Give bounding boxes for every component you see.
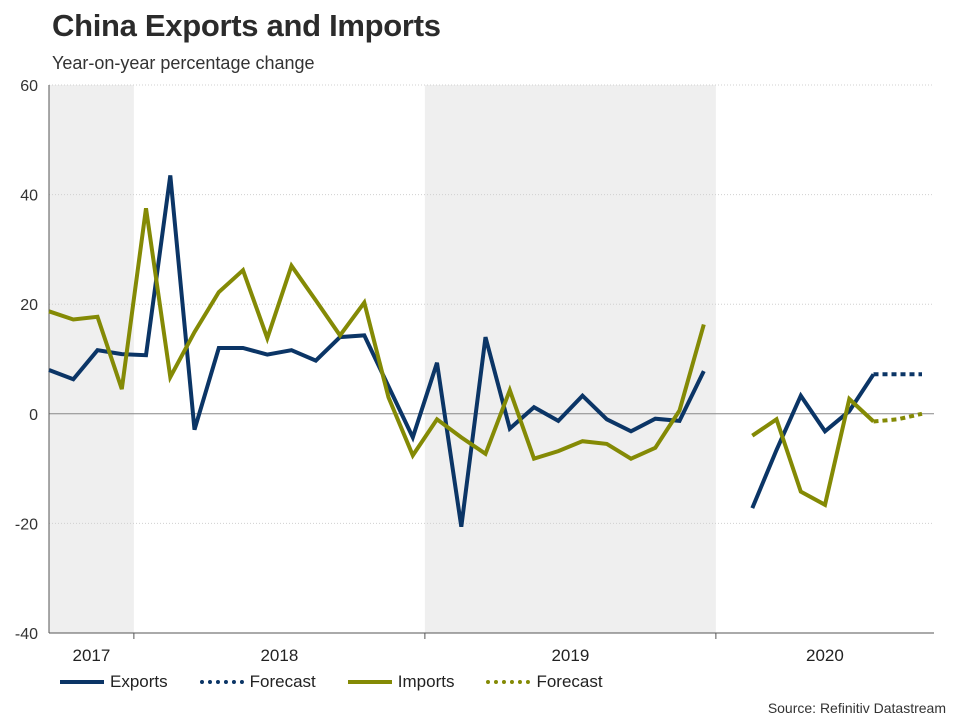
shade-band-2019 <box>424 85 716 633</box>
legend-item-imports: Imports <box>347 672 455 692</box>
legend-swatch <box>486 680 531 684</box>
y-tick-label: 0 <box>29 407 38 424</box>
legend-item-exports: Exports <box>60 672 168 692</box>
y-tick-label: 40 <box>20 188 38 205</box>
legend-label: Exports <box>110 672 168 691</box>
y-tick-label: -40 <box>15 626 38 643</box>
imports-line <box>751 395 875 508</box>
legend-label: Imports <box>397 672 455 691</box>
chart-title: China Exports and Imports <box>52 8 441 43</box>
legend: Exports Forecast Imports Forecast <box>60 672 635 692</box>
legend-swatch <box>347 680 392 684</box>
source-note: Source: Refinitiv Datastream <box>767 700 946 716</box>
exports-line <box>48 175 706 527</box>
shaded-year-bands <box>49 85 716 633</box>
imports-forecast-line <box>873 411 923 424</box>
axes: -40 -20 0 20 40 60 2017 2018 2019 2020 <box>15 78 934 665</box>
y-tick-label: -20 <box>15 516 38 533</box>
x-tick-label-2018: 2018 <box>260 646 298 665</box>
legend-item-exports-forecast: Forecast <box>199 672 316 692</box>
x-tick-label-2017: 2017 <box>73 646 111 665</box>
x-tick-label-2020: 2020 <box>806 646 844 665</box>
legend-label: Forecast <box>249 672 316 691</box>
legend-swatch <box>199 680 244 684</box>
y-tick-label: 60 <box>20 78 38 95</box>
legend-item-imports-forecast: Forecast <box>486 672 603 692</box>
x-tick-label-2019: 2019 <box>551 646 589 665</box>
chart-subtitle: Year-on-year percentage change <box>52 53 315 73</box>
exports-line <box>750 373 876 509</box>
grid-lines <box>49 84 934 524</box>
series-lines <box>48 175 923 527</box>
legend-label: Forecast <box>536 672 603 691</box>
imports-line <box>48 208 706 462</box>
legend-swatch <box>60 680 104 684</box>
y-tick-label: 20 <box>20 297 38 314</box>
